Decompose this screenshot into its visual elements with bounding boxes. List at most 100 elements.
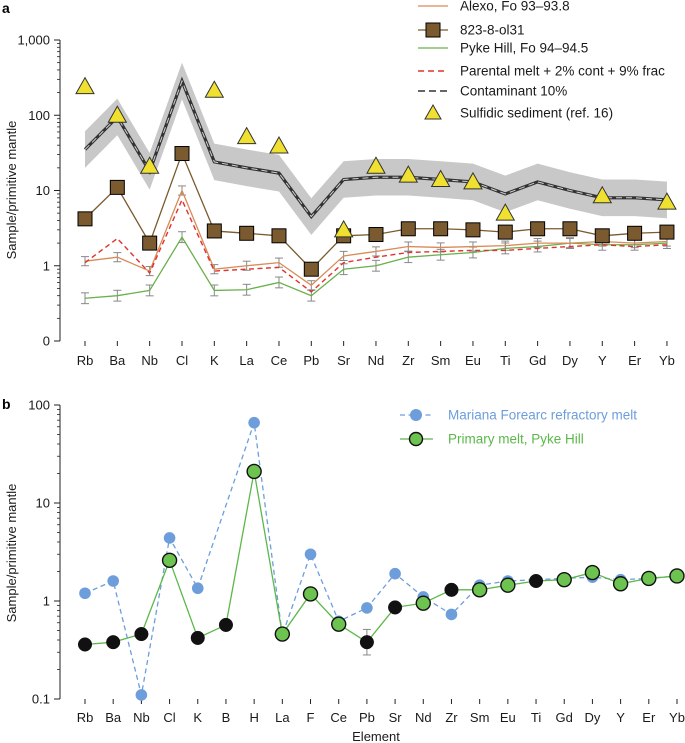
panel-a-x-tick-label-sr: Sr bbox=[337, 353, 351, 368]
panel-b-x-tick-label-nb: Nb bbox=[133, 710, 150, 725]
sediment-point-zr bbox=[398, 165, 419, 183]
panel-b-y-tick-label: 10 bbox=[36, 496, 50, 511]
panel-a-x-tick-label-pb: Pb bbox=[303, 353, 319, 368]
panel-a-x-tick-label-ce: Ce bbox=[271, 353, 288, 368]
panel-a-y-tick-label: 0 bbox=[43, 334, 50, 349]
primary-point-ti bbox=[528, 573, 544, 589]
ol31-point-er bbox=[627, 225, 643, 241]
mariana-point-nb bbox=[135, 689, 148, 701]
panel-a-x-tick-label-zr: Zr bbox=[402, 353, 415, 368]
mariana-point-rb bbox=[79, 587, 91, 600]
ol31-point-k bbox=[206, 223, 222, 239]
primary-point-cl bbox=[161, 552, 178, 569]
sediment-point-rb bbox=[75, 76, 95, 95]
panel-b-x-axis: Rb Ba Nb Cl K B H La F Ce Pb Sr Nd Zr Sm Eu Ti Gd Dy Y Er Yb bbox=[77, 699, 685, 725]
mariana-point-f bbox=[304, 548, 317, 561]
panel-b-x-tick-label-b: B bbox=[222, 710, 231, 725]
panel-b-legend: Mariana Forearc refractory melt Primary … bbox=[400, 408, 637, 447]
primary-point-h bbox=[246, 463, 262, 480]
primary-point-nb bbox=[134, 626, 149, 642]
mariana-line bbox=[84, 422, 678, 696]
ol31-point-zr bbox=[400, 221, 416, 237]
legend-ol31-label: 823-8-ol31 bbox=[460, 23, 525, 38]
panel-b-x-tick-label-yb: Yb bbox=[669, 710, 685, 725]
panel-b-x-tick-label-h: H bbox=[249, 710, 258, 725]
panel-b-x-tick-label-zr: Zr bbox=[445, 710, 458, 725]
legend-pyke-label: Pyke Hill, Fo 94–94.5 bbox=[460, 41, 588, 56]
primary-point-b bbox=[218, 617, 233, 632]
contaminant-line-dash bbox=[84, 79, 667, 218]
legend-alexo-label: Alexo, Fo 93–93.8 bbox=[460, 0, 570, 14]
primary-point-er bbox=[641, 570, 657, 587]
mariana-point-cl bbox=[163, 532, 176, 544]
mariana-point-h bbox=[248, 416, 260, 429]
sediment-point-yb bbox=[657, 192, 677, 210]
ol31-point-la bbox=[239, 225, 255, 241]
ol31-point-gd bbox=[530, 221, 546, 237]
primary-point-eu bbox=[500, 577, 516, 593]
ol31-point-nb bbox=[142, 235, 158, 251]
panel-b-x-tick-label-sr: Sr bbox=[389, 710, 403, 725]
panel-a-x-axis: Rb Ba Nb Cl K La Ce Pb Sr Nd Zr Sm Eu Ti Gd Dy Y Er Yb bbox=[77, 341, 675, 368]
alexo-line bbox=[84, 188, 667, 287]
primary-point-sr bbox=[388, 600, 403, 615]
panel-b-x-tick-label-ba: Ba bbox=[105, 710, 122, 725]
primary-point-f bbox=[302, 586, 319, 602]
ol31-point-eu bbox=[465, 222, 481, 238]
panel-b-x-tick-label-gd: Gd bbox=[556, 710, 573, 725]
panel-b-x-tick-label-pb: Pb bbox=[359, 710, 375, 725]
panel-b: b Sample/primitive mantle Element 0.1 1 10… bbox=[2, 396, 685, 743]
legend-primary-marker bbox=[408, 431, 424, 447]
panel-a-x-tick-label-ba: Ba bbox=[109, 353, 126, 368]
panel-a-y-tick-label: 100 bbox=[28, 108, 50, 123]
primary-point-zr bbox=[444, 582, 459, 597]
primary-point-gd bbox=[556, 571, 572, 588]
panel-a-x-tick-label-yb: Yb bbox=[659, 353, 675, 368]
sediment-point-nb bbox=[139, 156, 160, 174]
primary-point-sm bbox=[471, 582, 488, 598]
contaminant-uncertainty-band bbox=[85, 62, 667, 235]
ol31-point-cl bbox=[174, 146, 190, 162]
panel-a-x-tick-label-er: Er bbox=[628, 353, 642, 368]
legend-sediment-label: Sulfidic sediment (ref. 16) bbox=[460, 106, 613, 121]
mariana-point-sr bbox=[389, 567, 401, 580]
panel-a-x-tick-label-sm: Sm bbox=[431, 353, 451, 368]
legend-ol31-marker bbox=[425, 22, 441, 38]
ol31-point-nd bbox=[368, 227, 384, 243]
panel-a-x-tick-label-dy: Dy bbox=[562, 353, 578, 368]
panel-a-label: a bbox=[2, 0, 10, 16]
contaminant-band-area bbox=[85, 62, 667, 235]
sediment-point-la bbox=[236, 126, 257, 145]
panel-b-x-tick-label-eu: Eu bbox=[500, 710, 516, 725]
panel-b-x-tick-label-cl: Cl bbox=[163, 710, 175, 725]
primary-point-pb bbox=[359, 635, 374, 650]
primary-melt-line bbox=[84, 471, 678, 646]
panel-a-y-axis: 0 1 10 100 1,000 bbox=[17, 33, 61, 349]
panel-b-y-tick-label: 100 bbox=[28, 398, 50, 413]
panel-a-x-tick-label-rb: Rb bbox=[77, 353, 94, 368]
panel-b-x-tick-label-rb: Rb bbox=[77, 710, 94, 725]
legend-contaminant-label: Contaminant 10% bbox=[460, 84, 567, 99]
ol31-point-dy bbox=[562, 221, 578, 237]
sediment-point-ba bbox=[107, 105, 128, 123]
panel-b-x-tick-label-k: K bbox=[193, 710, 202, 725]
primary-point-dy bbox=[584, 564, 601, 581]
legend-mariana-label: Mariana Forearc refractory melt bbox=[448, 408, 637, 423]
mariana-point-zr bbox=[445, 608, 458, 621]
ol31-point-ti bbox=[497, 224, 513, 240]
panel-b-x-tick-label-ce: Ce bbox=[330, 710, 347, 725]
panel-a-y-tick-label: 10 bbox=[36, 183, 50, 198]
sediment-point-k bbox=[204, 80, 225, 98]
panel-a-series bbox=[75, 76, 677, 305]
primary-point-la bbox=[274, 626, 291, 642]
sediment-point-ce bbox=[269, 136, 289, 154]
panel-a-x-tick-label-la: La bbox=[239, 353, 254, 368]
panel-b-label: b bbox=[2, 396, 11, 412]
sediment-point-sm bbox=[430, 169, 451, 188]
panel-a-y-axis-title: Sample/primitive mantle bbox=[4, 121, 19, 260]
panel-a-x-tick-label-y: Y bbox=[598, 353, 607, 368]
primary-point-k bbox=[190, 630, 205, 645]
primary-point-ce bbox=[331, 616, 347, 632]
mariana-point-pb bbox=[361, 602, 373, 614]
